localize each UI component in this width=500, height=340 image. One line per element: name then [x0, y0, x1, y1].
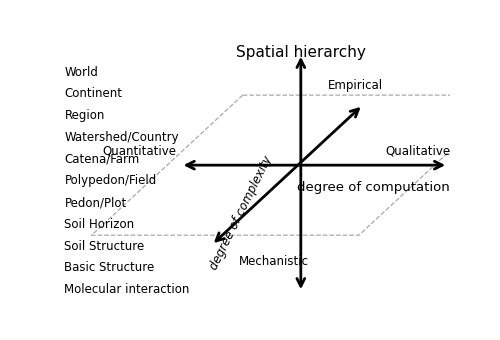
- Text: degree of complexity: degree of complexity: [207, 154, 274, 272]
- Text: Spatial hierarchy: Spatial hierarchy: [236, 45, 366, 60]
- Text: Region: Region: [64, 109, 105, 122]
- Text: Pedon/Plot: Pedon/Plot: [64, 196, 126, 209]
- Text: Polypedon/Field: Polypedon/Field: [64, 174, 156, 187]
- Text: Soil Structure: Soil Structure: [64, 240, 144, 253]
- Text: Molecular interaction: Molecular interaction: [64, 283, 190, 296]
- Text: World: World: [64, 66, 98, 79]
- Text: Qualitative: Qualitative: [385, 144, 450, 157]
- Text: Catena/Farm: Catena/Farm: [64, 153, 140, 166]
- Text: Continent: Continent: [64, 87, 122, 100]
- Text: Watershed/Country: Watershed/Country: [64, 131, 179, 144]
- Text: Quantitative: Quantitative: [103, 144, 177, 157]
- Text: Basic Structure: Basic Structure: [64, 261, 154, 274]
- Text: Soil Horizon: Soil Horizon: [64, 218, 134, 231]
- Text: Empirical: Empirical: [328, 79, 382, 92]
- Text: Mechanistic: Mechanistic: [239, 255, 309, 269]
- Text: degree of computation: degree of computation: [297, 181, 450, 194]
